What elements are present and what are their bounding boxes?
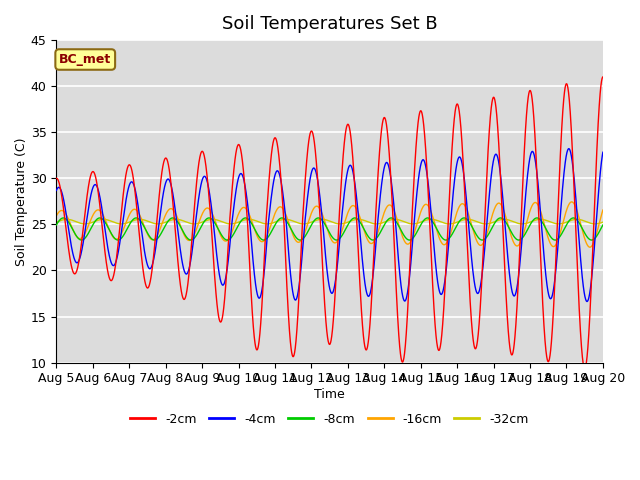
X-axis label: Time: Time [314, 388, 345, 401]
Title: Soil Temperatures Set B: Soil Temperatures Set B [222, 15, 437, 33]
Text: BC_met: BC_met [59, 53, 111, 66]
Y-axis label: Soil Temperature (C): Soil Temperature (C) [15, 137, 28, 265]
Legend: -2cm, -4cm, -8cm, -16cm, -32cm: -2cm, -4cm, -8cm, -16cm, -32cm [125, 408, 534, 431]
